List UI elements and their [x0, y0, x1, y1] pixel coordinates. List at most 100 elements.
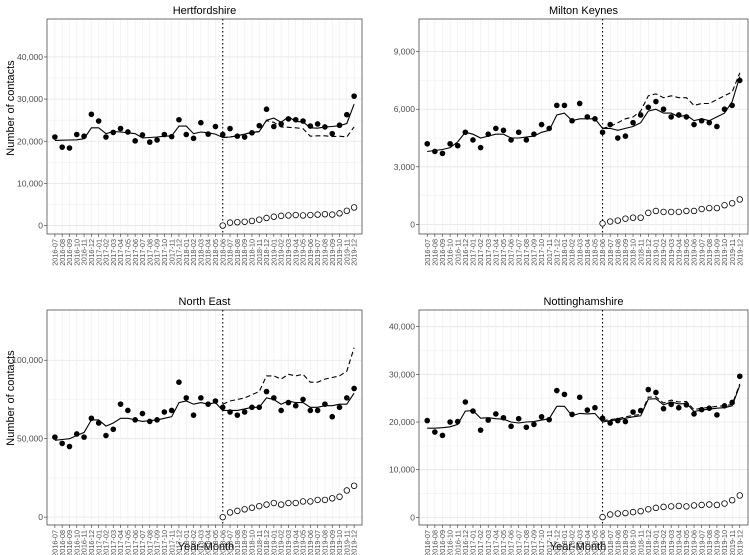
observed-point — [198, 119, 204, 126]
observed-point — [125, 129, 131, 135]
observed-point — [88, 111, 95, 118]
x-tick-label: 2017-01 — [94, 530, 103, 555]
difference-point — [652, 504, 660, 512]
difference-point — [292, 499, 299, 507]
observed-point — [249, 130, 255, 136]
difference-point — [226, 509, 234, 516]
observed-point — [263, 388, 270, 395]
observed-point — [117, 401, 124, 407]
observed-point — [538, 413, 545, 420]
observed-point — [139, 410, 146, 417]
x-tick-label: 2019-06 — [306, 239, 315, 266]
x-tick-label: 2018-05 — [211, 239, 220, 266]
observed-point — [668, 401, 674, 408]
x-tick-label: 2019-09 — [328, 239, 337, 266]
x-tick-label: 2016-08 — [430, 239, 439, 266]
difference-point — [599, 513, 606, 521]
x-tick-label: 2019-07 — [697, 239, 706, 266]
x-tick-label: 2016-10 — [446, 239, 455, 266]
observed-point — [493, 411, 499, 417]
x-tick-label: 2019-10 — [335, 530, 344, 555]
x-tick-label: 2018-05 — [211, 530, 220, 555]
x-tick-label: 2019-08 — [321, 530, 330, 555]
observed-point — [212, 123, 219, 130]
plot-border — [46, 18, 363, 235]
observed-point — [300, 118, 306, 124]
x-tick-label: 2019-11 — [342, 239, 351, 265]
observed-point — [59, 144, 65, 150]
difference-point — [329, 495, 336, 502]
x-tick-label: 2017-04 — [491, 239, 500, 266]
difference-point — [263, 214, 270, 222]
observed-point — [168, 133, 175, 140]
observed-point — [462, 399, 469, 405]
x-tick-label: 2017-06 — [131, 239, 140, 266]
difference-point — [263, 501, 270, 508]
observed-point — [190, 135, 197, 142]
observed-point — [161, 131, 168, 138]
difference-point — [637, 214, 644, 221]
observed-point — [81, 434, 87, 440]
x-tick-label: 2017-03 — [109, 239, 118, 266]
observed-point — [73, 431, 80, 437]
observed-point — [607, 420, 613, 426]
observed-point — [256, 404, 263, 411]
difference-point — [629, 214, 637, 221]
x-tick-label: 2017-07 — [138, 530, 147, 555]
difference-point — [690, 207, 698, 215]
x-axis-label-right: Year-Month — [550, 541, 606, 553]
x-tick-label: 2016-09 — [438, 239, 447, 266]
x-tick-label: 2016-09 — [65, 530, 74, 555]
difference-point — [721, 202, 728, 209]
observed-point — [439, 150, 446, 157]
x-tick-label: 2017-05 — [123, 239, 132, 266]
x-tick-label: 2018-07 — [606, 239, 615, 266]
difference-point — [706, 204, 713, 212]
difference-point — [637, 507, 644, 515]
observed-point — [344, 395, 350, 401]
observed-point — [523, 424, 530, 431]
observed-point — [176, 379, 182, 385]
observed-point — [660, 405, 667, 412]
observed-point — [683, 114, 690, 120]
x-tick-label: 2018-02 — [189, 239, 198, 266]
observed-point — [183, 395, 190, 401]
observed-point — [205, 131, 211, 137]
x-tick-label: 2019-11 — [728, 239, 737, 265]
panel-4: Nottinghamshire 0 10,000 20,000 30,000 40,000… — [389, 296, 749, 555]
difference-point — [277, 212, 285, 220]
difference-point — [728, 497, 736, 504]
y-tick-label: 100,000 — [12, 355, 43, 365]
difference-point — [652, 207, 660, 215]
observed-point — [314, 407, 321, 414]
difference-point — [321, 496, 329, 504]
x-tick-label: 2016-07 — [50, 239, 59, 266]
difference-point — [660, 208, 667, 216]
difference-point — [667, 208, 675, 216]
series-counterfactual-line — [222, 347, 355, 405]
difference-point — [721, 500, 728, 507]
x-tick-label: 2019-01 — [269, 530, 278, 555]
x-tick-label: 2017-09 — [530, 239, 539, 266]
panel-2: Milton Keynes03,0006,0009,0002016-072016… — [394, 5, 749, 266]
observed-point — [477, 427, 484, 433]
observed-point — [292, 116, 299, 123]
x-tick-label: 2019-12 — [735, 530, 744, 555]
x-tick-label: 2017-09 — [530, 530, 539, 555]
observed-point — [714, 412, 720, 418]
x-tick-label: 2017-08 — [145, 530, 154, 555]
x-tick-label: 2018-04 — [583, 239, 592, 266]
difference-point — [343, 207, 351, 215]
observed-point — [73, 131, 80, 138]
x-tick-label: 2017-08 — [145, 239, 154, 266]
difference-point — [234, 507, 241, 515]
observed-point — [630, 119, 636, 126]
x-tick-label: 2019-05 — [682, 530, 691, 555]
x-tick-label: 2017-07 — [514, 239, 523, 266]
x-tick-label: 2016-12 — [87, 239, 96, 266]
observed-point — [485, 131, 492, 137]
x-tick-label: 2018-11 — [636, 530, 645, 555]
y-tick-label: 20,000 — [389, 417, 415, 427]
difference-point — [307, 498, 314, 505]
